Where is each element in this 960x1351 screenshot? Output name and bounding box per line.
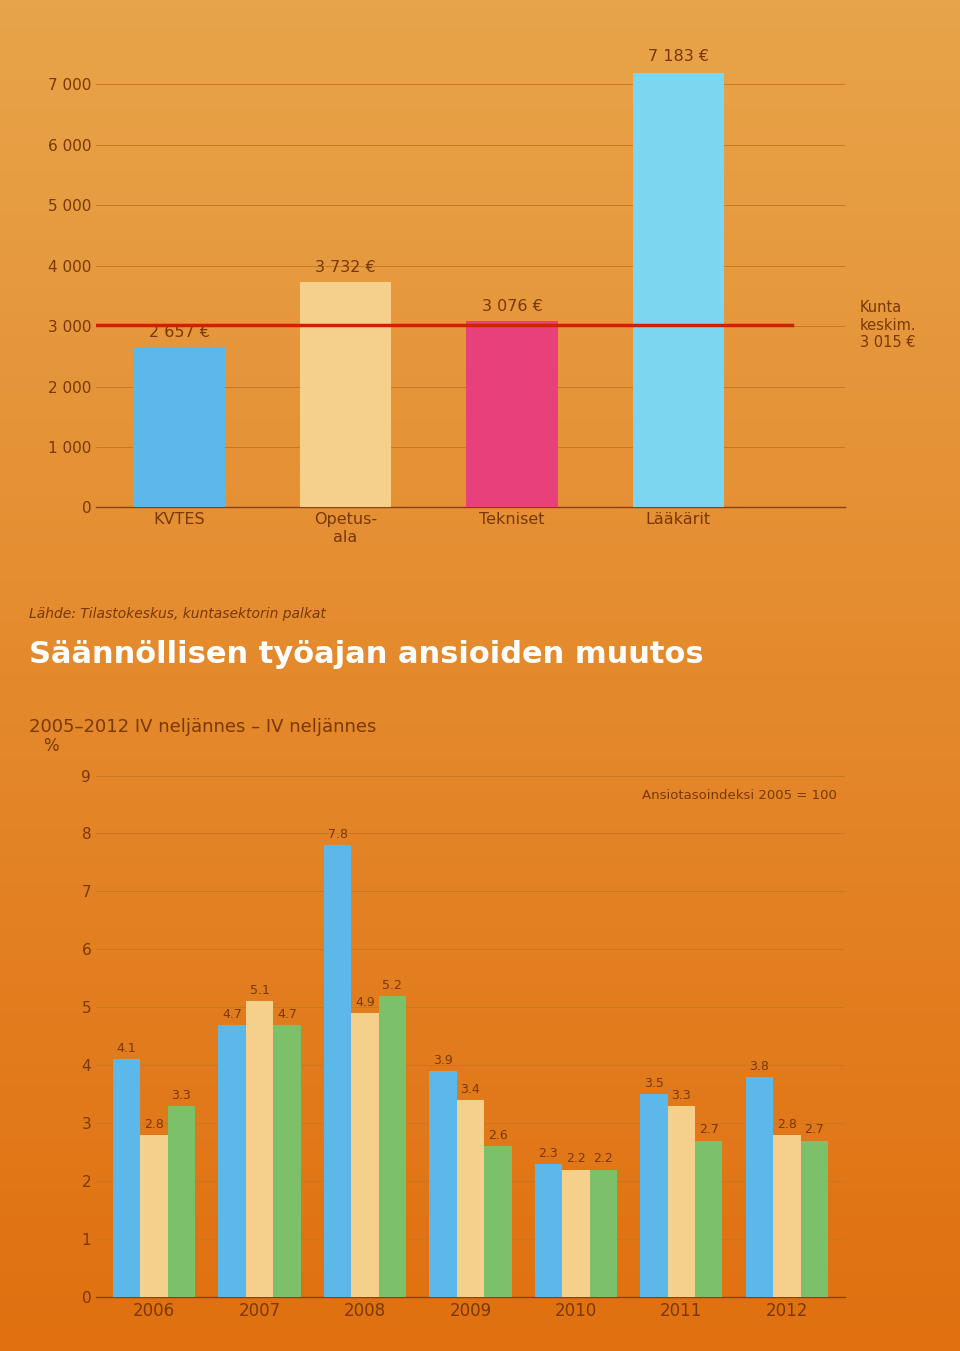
Text: Lähde: Tilastokeskus, kuntasektorin palkat: Lähde: Tilastokeskus, kuntasektorin palk…: [29, 607, 325, 621]
Text: Kunta
keskim.
3 015 €: Kunta keskim. 3 015 €: [860, 300, 917, 350]
Bar: [300, 282, 392, 508]
Bar: [484, 1147, 512, 1297]
Text: 2.7: 2.7: [804, 1124, 824, 1136]
Text: 5.1: 5.1: [250, 985, 270, 997]
Text: 2.7: 2.7: [699, 1124, 719, 1136]
Text: 2.2: 2.2: [593, 1152, 613, 1166]
Bar: [695, 1140, 723, 1297]
Bar: [113, 1059, 140, 1297]
Text: 7.8: 7.8: [327, 828, 348, 842]
Text: 2.8: 2.8: [144, 1117, 164, 1131]
Text: 5.2: 5.2: [382, 978, 402, 992]
Bar: [246, 1001, 274, 1297]
Bar: [773, 1135, 801, 1297]
Text: 2005–2012 IV neljännes – IV neljännes: 2005–2012 IV neljännes – IV neljännes: [29, 719, 376, 736]
Text: 4.7: 4.7: [222, 1008, 242, 1020]
Text: 4.9: 4.9: [355, 996, 374, 1009]
Bar: [746, 1077, 773, 1297]
Bar: [457, 1100, 484, 1297]
Text: 2 657 €: 2 657 €: [149, 324, 209, 339]
Text: %: %: [43, 736, 60, 755]
Bar: [589, 1170, 617, 1297]
Bar: [467, 322, 558, 508]
Bar: [351, 1013, 378, 1297]
Bar: [633, 73, 724, 508]
Text: 3.3: 3.3: [172, 1089, 191, 1101]
Bar: [324, 846, 351, 1297]
Bar: [274, 1024, 300, 1297]
Bar: [667, 1105, 695, 1297]
Bar: [429, 1071, 457, 1297]
Bar: [140, 1135, 168, 1297]
Bar: [218, 1024, 246, 1297]
Text: 3 076 €: 3 076 €: [482, 299, 542, 315]
Text: 3.8: 3.8: [750, 1059, 769, 1073]
Text: 7 183 €: 7 183 €: [648, 49, 709, 63]
Bar: [801, 1140, 828, 1297]
Text: 4.7: 4.7: [276, 1008, 297, 1020]
Text: 2.3: 2.3: [539, 1147, 559, 1159]
Text: Säännöllisen työajan ansioiden muutos: Säännöllisen työajan ansioiden muutos: [29, 640, 704, 669]
Bar: [378, 996, 406, 1297]
Bar: [563, 1170, 589, 1297]
Text: 3.9: 3.9: [433, 1054, 453, 1067]
Text: 2.6: 2.6: [488, 1129, 508, 1142]
Bar: [640, 1094, 667, 1297]
Text: 3.4: 3.4: [461, 1084, 480, 1096]
Bar: [168, 1105, 195, 1297]
Text: 4.1: 4.1: [117, 1043, 136, 1055]
Text: Ansiotasoindeksi 2005 = 100: Ansiotasoindeksi 2005 = 100: [642, 789, 837, 801]
Bar: [133, 347, 225, 508]
Text: 3.5: 3.5: [644, 1077, 664, 1090]
Text: 2.8: 2.8: [777, 1117, 797, 1131]
Text: 3 732 €: 3 732 €: [315, 259, 376, 274]
Text: 3.3: 3.3: [671, 1089, 691, 1101]
Bar: [535, 1163, 563, 1297]
Text: 2.2: 2.2: [566, 1152, 586, 1166]
